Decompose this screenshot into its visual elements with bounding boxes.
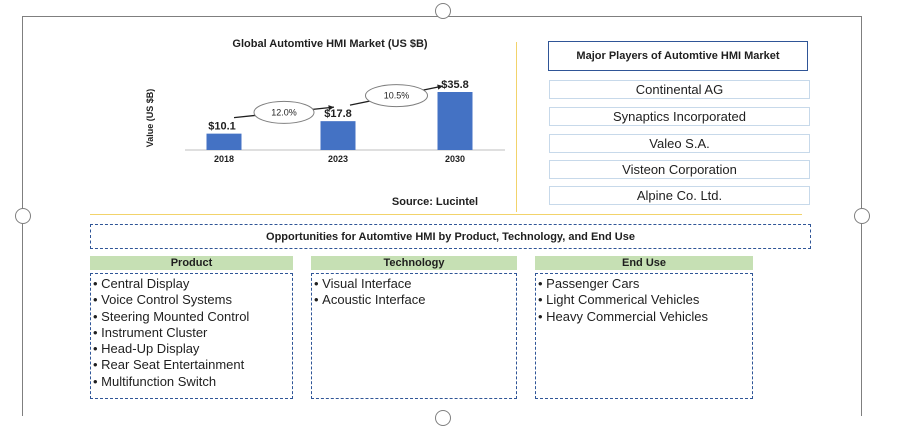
player-item: Visteon Corporation: [549, 160, 810, 179]
list-item: Voice Control Systems: [93, 292, 290, 308]
horizontal-separator: [90, 214, 802, 215]
data-label: $17.8: [324, 108, 352, 120]
product-list-box: Central Display Voice Control Systems St…: [90, 273, 293, 399]
resize-handle-bottom[interactable]: [435, 410, 451, 426]
column-header-technology: Technology: [311, 256, 517, 270]
column-header-end-use: End Use: [535, 256, 753, 270]
growth-label: 12.0%: [271, 107, 297, 117]
list-item: Steering Mounted Control: [93, 309, 290, 325]
data-label: $35.8: [441, 79, 469, 91]
list-item: Visual Interface: [314, 276, 514, 292]
list-item: Multifunction Switch: [93, 374, 290, 390]
player-item: Valeo S.A.: [549, 134, 810, 153]
resize-handle-right[interactable]: [854, 208, 870, 224]
bar-chart: Value (US $B) $10.1 2018 $17.8 2023 $35.8 2030…: [145, 79, 505, 164]
x-tick-label: 2018: [214, 154, 234, 164]
x-tick-label: 2030: [445, 154, 465, 164]
chart-source: Source: Lucintel: [391, 196, 479, 208]
end-use-list-box: Passenger Cars Light Commerical Vehicles…: [535, 273, 753, 399]
resize-handle-top[interactable]: [435, 3, 451, 19]
resize-handle-left[interactable]: [15, 208, 31, 224]
growth-bubble: [253, 100, 315, 124]
column-header-product: Product: [90, 256, 293, 270]
x-tick-label: 2023: [328, 154, 348, 164]
growth-label: 10.5%: [384, 91, 410, 101]
bar: [206, 133, 242, 150]
list-item: Light Commerical Vehicles: [538, 292, 750, 308]
data-label: $10.1: [208, 121, 236, 133]
chart-title: Global Automtive HMI Market (US $B): [232, 38, 428, 50]
list-item: Rear Seat Entertainment: [93, 357, 290, 373]
list-item: Head-Up Display: [93, 341, 290, 357]
player-item: Synaptics Incorporated: [549, 107, 810, 126]
arrow-head: [328, 105, 334, 111]
bar: [437, 92, 473, 150]
player-item: Alpine Co. Ltd.: [549, 186, 810, 205]
arrow-head: [437, 84, 443, 90]
list-item: Instrument Cluster: [93, 325, 290, 341]
list-item: Acoustic Interface: [314, 292, 514, 308]
list-item: Central Display: [93, 276, 290, 292]
bar: [320, 121, 356, 150]
y-axis-label: Value (US $B): [145, 89, 155, 148]
technology-list-box: Visual Interface Acoustic Interface: [311, 273, 517, 399]
list-item: Passenger Cars: [538, 276, 750, 292]
opportunities-title: Opportunities for Automtive HMI by Produ…: [90, 224, 811, 249]
growth-bubble: [365, 84, 428, 108]
players-title: Major Players of Automtive HMI Market: [548, 41, 808, 71]
vertical-separator: [516, 42, 517, 212]
player-item: Continental AG: [549, 80, 810, 99]
list-item: Heavy Commercial Vehicles: [538, 309, 750, 325]
